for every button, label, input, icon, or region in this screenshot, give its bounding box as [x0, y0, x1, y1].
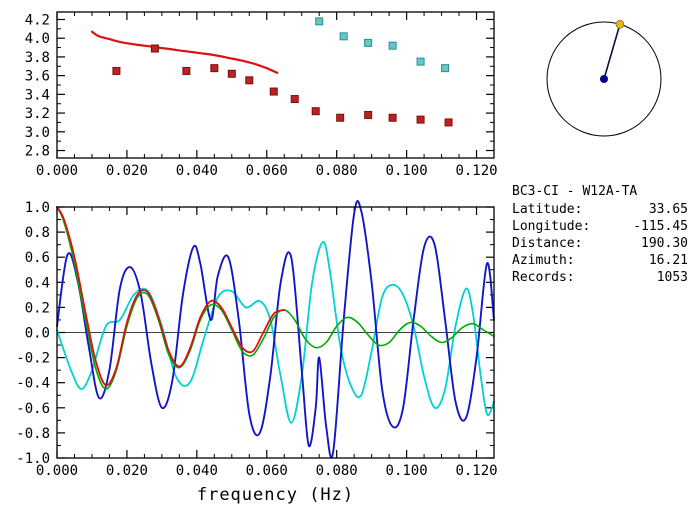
marker-picked-group-velocity[interactable]	[416, 115, 425, 124]
latitude-value: 33.65	[648, 202, 688, 217]
x-tick-label: 0.040	[176, 163, 218, 179]
x-tick-label: 0.100	[386, 163, 428, 179]
info-row-latitude: Latitude: 33.65	[512, 201, 688, 218]
x-tick-label: 0.120	[455, 463, 497, 479]
marker-alternate-picks[interactable]	[441, 64, 450, 73]
y-tick-label: -1.0	[16, 451, 50, 467]
records-value: 1053	[656, 270, 688, 285]
latitude-label: Latitude:	[512, 202, 583, 217]
y-tick-label: -0.8	[16, 426, 50, 442]
x-axis-title: frequency (Hz)	[196, 485, 355, 505]
marker-picked-group-velocity[interactable]	[290, 95, 299, 104]
y-tick-label: 4.2	[25, 12, 50, 28]
y-tick-label: 0.6	[25, 250, 50, 266]
marker-picked-group-velocity[interactable]	[336, 113, 345, 122]
dispersion-plot[interactable]: 0.000 0.020 0.040 0.060 0.080 0.100 0.120 2.8 3.…	[0, 0, 512, 192]
marker-alternate-picks[interactable]	[416, 57, 425, 66]
marker-picked-group-velocity[interactable]	[112, 66, 121, 75]
marker-picked-group-velocity[interactable]	[364, 110, 373, 119]
y-tick-label: 3.6	[25, 69, 50, 85]
y-tick-label: 0.2	[25, 300, 50, 316]
longitude-label: Longitude:	[512, 219, 591, 234]
marker-picked-group-velocity[interactable]	[388, 113, 397, 122]
marker-picked-group-velocity[interactable]	[245, 76, 254, 85]
plot-frame	[56, 206, 495, 459]
x-tick-label: 0.080	[316, 163, 358, 179]
marker-picked-group-velocity[interactable]	[210, 64, 219, 73]
station-info-panel: BC3-CI - W12A-TA Latitude: 33.65 Longitu…	[512, 183, 688, 286]
y-tick-label: 3.8	[25, 50, 50, 66]
distance-value: 190.30	[641, 236, 688, 251]
azimuth-label: Azimuth:	[512, 253, 575, 268]
info-row-distance: Distance: 190.30	[512, 235, 688, 252]
azimuth-value: 16.21	[648, 253, 688, 268]
x-tick-label: 0.080	[316, 463, 358, 479]
y-tick-label: 2.8	[25, 144, 50, 160]
x-tick-label: 0.020	[106, 163, 148, 179]
y-tick-label: 3.2	[25, 106, 50, 122]
y-tick-label: 3.4	[25, 87, 50, 103]
x-tick-label: 0.120	[455, 163, 497, 179]
marker-picked-group-velocity[interactable]	[182, 66, 191, 75]
dial-ring	[546, 21, 662, 137]
x-tick-label: 0.040	[176, 463, 218, 479]
series-spectrum-red	[56, 206, 286, 387]
series-spectrum-blue	[56, 199, 495, 459]
distance-label: Distance:	[512, 236, 583, 251]
target-dot	[615, 19, 625, 29]
spectra-plot[interactable]: 0.000 0.020 0.040 0.060 0.080 0.100 0.120 -1.0 -…	[0, 192, 512, 504]
station-pair-title: BC3-CI - W12A-TA	[512, 184, 638, 199]
marker-picked-group-velocity[interactable]	[444, 118, 453, 127]
azimuth-pointer	[603, 24, 621, 80]
marker-alternate-picks[interactable]	[339, 32, 348, 41]
x-tick-label: 0.060	[246, 163, 288, 179]
y-tick-label: 0.8	[25, 225, 50, 241]
y-tick-label: 0.4	[25, 275, 50, 291]
x-tick-label: 0.100	[386, 463, 428, 479]
marker-picked-group-velocity[interactable]	[311, 107, 320, 116]
series-spectrum-cyan	[56, 241, 495, 424]
azimuth-dial	[546, 19, 662, 137]
marker-alternate-picks[interactable]	[364, 38, 373, 47]
plot-frame	[56, 11, 495, 159]
x-tick-label: 0.020	[106, 463, 148, 479]
x-tick-label: 0.000	[36, 463, 78, 479]
y-tick-label: 1.0	[25, 200, 50, 216]
series-model-dispersion-curve	[90, 30, 279, 74]
marker-alternate-picks[interactable]	[315, 17, 324, 26]
records-label: Records:	[512, 270, 575, 285]
series-spectrum-green	[56, 206, 495, 390]
info-row-longitude: Longitude: -115.45	[512, 218, 688, 235]
x-tick-label: 0.000	[36, 163, 78, 179]
marker-picked-group-velocity[interactable]	[227, 69, 236, 78]
y-tick-label: -0.2	[16, 351, 50, 367]
x-tick-label: 0.060	[246, 463, 288, 479]
y-tick-label: -0.4	[16, 376, 50, 392]
y-tick-label: 0.0	[25, 326, 50, 342]
origin-dot	[600, 75, 608, 83]
y-tick-label: -0.6	[16, 401, 50, 417]
marker-picked-group-velocity[interactable]	[150, 44, 159, 53]
longitude-value: -115.45	[633, 219, 688, 234]
info-row-azimuth: Azimuth: 16.21	[512, 252, 688, 269]
marker-alternate-picks[interactable]	[388, 41, 397, 50]
info-row-records: Records: 1053	[512, 269, 688, 286]
y-tick-label: 3.0	[25, 125, 50, 141]
marker-picked-group-velocity[interactable]	[269, 87, 278, 96]
y-tick-label: 4.0	[25, 31, 50, 47]
